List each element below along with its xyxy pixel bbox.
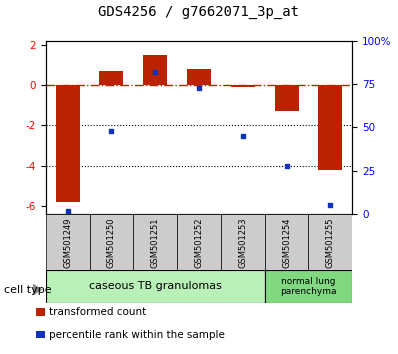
Bar	[90, 214, 133, 271]
Text: transformed count: transformed count	[49, 307, 146, 317]
Bar	[46, 270, 265, 303]
Bar	[318, 85, 342, 170]
Bar	[143, 55, 167, 85]
Text: GSM501250: GSM501250	[107, 217, 116, 268]
Point	[108, 128, 115, 134]
Text: GSM501254: GSM501254	[282, 217, 291, 268]
Text: GSM501249: GSM501249	[63, 217, 72, 268]
Point	[64, 208, 71, 213]
Bar	[231, 85, 255, 87]
Bar	[133, 214, 177, 271]
Bar	[46, 214, 90, 271]
Text: GSM501253: GSM501253	[238, 217, 247, 268]
Bar	[308, 214, 352, 271]
Point	[327, 202, 334, 208]
Bar	[187, 69, 211, 85]
Bar	[100, 71, 123, 85]
Bar	[221, 214, 265, 271]
Polygon shape	[33, 284, 43, 296]
Text: normal lung
parenchyma: normal lung parenchyma	[280, 277, 337, 296]
Bar	[56, 85, 80, 202]
Bar	[275, 85, 298, 111]
Bar	[265, 214, 308, 271]
Point	[152, 69, 158, 75]
Text: cell type: cell type	[4, 285, 52, 295]
Point	[240, 133, 246, 139]
Text: caseous TB granulomas: caseous TB granulomas	[89, 281, 222, 291]
Point	[283, 163, 290, 169]
Bar	[265, 270, 352, 303]
Text: GSM501252: GSM501252	[195, 217, 203, 268]
Text: GSM501251: GSM501251	[151, 217, 160, 268]
Bar	[177, 214, 221, 271]
Point	[196, 85, 202, 90]
Text: percentile rank within the sample: percentile rank within the sample	[49, 330, 224, 339]
Text: GSM501255: GSM501255	[326, 217, 335, 268]
Text: GDS4256 / g7662071_3p_at: GDS4256 / g7662071_3p_at	[98, 5, 300, 19]
